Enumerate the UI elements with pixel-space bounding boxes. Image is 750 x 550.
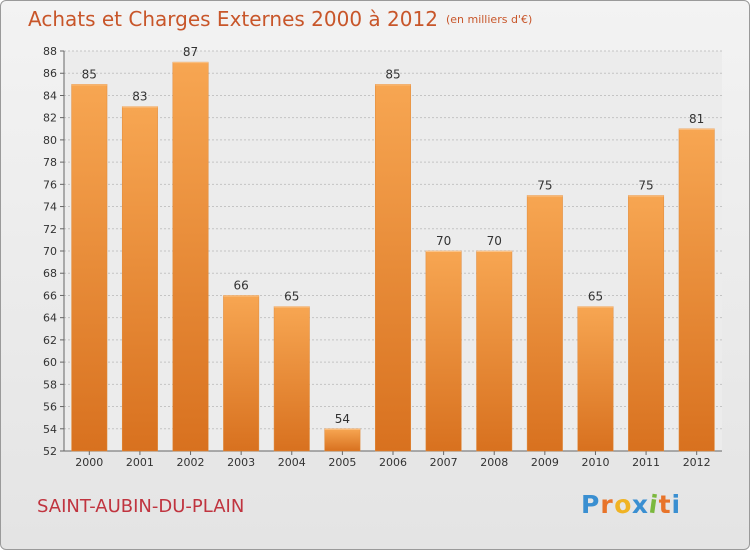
y-tick-label: 78	[43, 156, 57, 169]
data-label-2008: 70	[487, 234, 502, 248]
bar-2009	[526, 195, 563, 452]
data-label-2010: 65	[588, 290, 603, 304]
bar-2002	[172, 61, 209, 452]
chart-title: Achats et Charges Externes 2000 à 2012	[28, 7, 438, 31]
x-tick-label-2002: 2002	[177, 456, 205, 469]
x-tick-label-2007: 2007	[430, 456, 458, 469]
x-tick-label-2010: 2010	[581, 456, 609, 469]
logo-letter: P	[581, 490, 601, 519]
city-name: SAINT-AUBIN-DU-PLAIN	[37, 496, 245, 517]
x-tick-label-2003: 2003	[227, 456, 255, 469]
logo-letter: x	[631, 490, 649, 519]
y-tick-label: 62	[43, 334, 57, 347]
data-label-2012: 81	[689, 112, 704, 126]
data-label-2002: 87	[183, 45, 198, 59]
y-tick-label: 84	[43, 89, 57, 102]
x-tick-label-2008: 2008	[480, 456, 508, 469]
data-label-2001: 83	[132, 90, 147, 104]
data-label-2004: 65	[284, 290, 299, 304]
x-tick-label-2006: 2006	[379, 456, 407, 469]
x-tick-label-2004: 2004	[278, 456, 306, 469]
y-tick-label: 80	[43, 134, 57, 147]
y-tick-label: 54	[43, 423, 57, 436]
bar-2003	[223, 295, 260, 452]
logo-letter: i	[671, 490, 682, 519]
x-tick-label-2001: 2001	[126, 456, 154, 469]
bar-2006	[375, 84, 411, 452]
y-tick-label: 60	[43, 356, 57, 369]
y-tick-label: 82	[43, 112, 57, 125]
bar-2005	[324, 428, 361, 452]
bar-2007	[425, 250, 462, 452]
logo-letter: t	[658, 490, 672, 519]
bar-2001	[121, 106, 158, 452]
bar-2004	[273, 306, 310, 452]
data-label-2007: 70	[436, 234, 451, 248]
bar-2010	[577, 306, 614, 452]
chart-subtitle: (en milliers d'€)	[445, 13, 533, 26]
y-tick-label: 66	[43, 289, 57, 302]
data-label-2009: 75	[537, 178, 552, 192]
x-tick-label-2005: 2005	[328, 456, 356, 469]
data-label-2003: 66	[234, 278, 249, 292]
y-tick-label: 52	[43, 445, 57, 458]
bars	[71, 61, 715, 452]
bar-2011	[628, 195, 665, 452]
y-tick-label: 72	[43, 223, 57, 236]
bar-2008	[476, 250, 513, 452]
y-tick-label: 76	[43, 178, 57, 191]
y-tick-label: 58	[43, 378, 57, 391]
logo-letter: o	[611, 488, 634, 521]
data-label-2011: 75	[638, 178, 653, 192]
proxiti-logo[interactable]: Proxiti	[581, 488, 682, 521]
data-label-2006: 85	[385, 67, 400, 81]
y-tick-label: 86	[43, 67, 57, 80]
y-tick-label: 70	[43, 245, 57, 258]
bar-2000	[71, 84, 108, 452]
bar-2012	[678, 128, 715, 452]
y-tick-label: 64	[43, 312, 57, 325]
y-tick-label: 88	[43, 45, 57, 58]
x-tick-label-2009: 2009	[531, 456, 559, 469]
data-labels: 85 83 87 66 65 54 85 70 70 75 65 75 81	[82, 45, 705, 426]
x-tick-label-2000: 2000	[75, 456, 103, 469]
x-tick-label-2012: 2012	[683, 456, 711, 469]
logo-letter: r	[600, 490, 614, 519]
chart-title-block: Achats et Charges Externes 2000 à 2012 (e…	[28, 7, 532, 31]
data-label-2000: 85	[82, 67, 97, 81]
y-tick-label: 74	[43, 201, 57, 214]
data-label-2005: 54	[335, 412, 350, 426]
y-tick-label: 68	[43, 267, 57, 280]
y-tick-label: 56	[43, 401, 57, 414]
x-tick-label-2011: 2011	[632, 456, 660, 469]
